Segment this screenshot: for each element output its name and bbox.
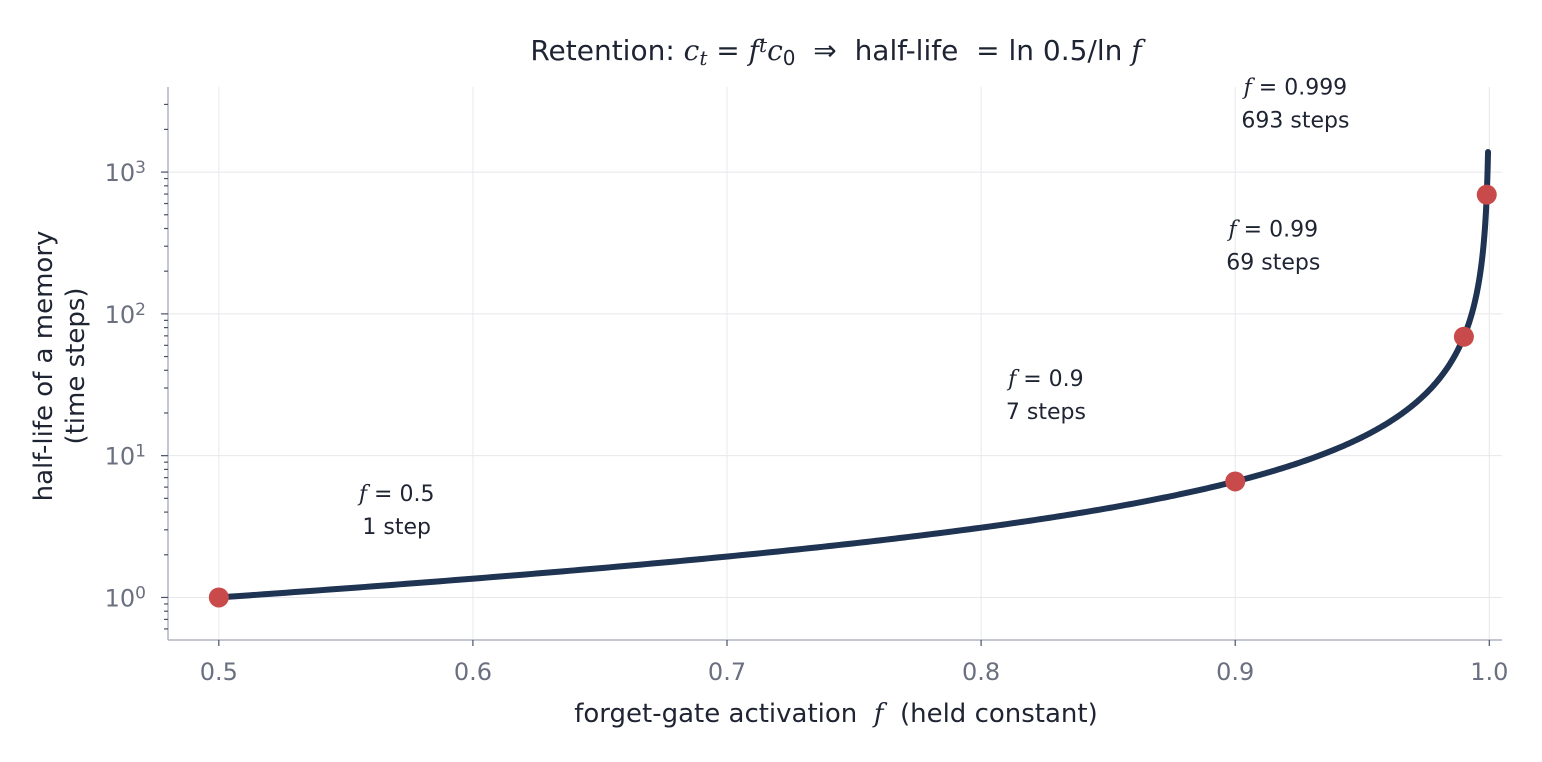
x-tick-label: 0.8: [962, 658, 1000, 686]
x-axis-label: forget-gate activation f (held constant): [574, 699, 1098, 729]
grid: [168, 87, 1502, 640]
x-tick-label: 0.7: [708, 658, 746, 686]
annotation-label: f = 0.5: [357, 482, 435, 507]
annotation-label: f = 0.99: [1227, 217, 1319, 242]
x-tick-label: 0.5: [200, 658, 238, 686]
x-tick-label: 0.9: [1216, 658, 1254, 686]
annotation: f = 0.99 69 steps: [1226, 217, 1320, 275]
annotation: f = 0.999 693 steps: [1241, 76, 1349, 134]
y-tick-label: 100: [105, 584, 146, 613]
data-point: [1225, 471, 1245, 491]
x-tick-label: 0.6: [454, 658, 492, 686]
annotation-steps: 69 steps: [1226, 250, 1320, 275]
y-tick-label: 103: [105, 158, 146, 187]
annotation: f = 0.9 7 steps: [1006, 367, 1086, 425]
y-tick-label: 102: [105, 300, 146, 329]
annotation-label: f = 0.999: [1242, 76, 1348, 101]
data-point: [1454, 327, 1474, 347]
annotations: f = 0.5 1 step f = 0.9 7 steps f = 0.99 69 st…: [357, 76, 1350, 540]
annotation-steps: 693 steps: [1241, 109, 1349, 134]
annotation-steps: 1 step: [362, 515, 431, 540]
y-axis-label: half-life of a memory: [29, 231, 59, 502]
data-point: [209, 587, 229, 607]
annotation-steps: 7 steps: [1006, 400, 1086, 425]
y-axis-label-units: (time steps): [61, 287, 91, 444]
x-axis-ticks: 0.5 0.6 0.7 0.8 0.9 1.0: [200, 640, 1509, 686]
data-point: [1477, 185, 1497, 205]
annotation-label: f = 0.9: [1006, 367, 1084, 392]
y-axis-ticks: 100 101 102 103: [105, 104, 168, 628]
x-tick-label: 1.0: [1470, 658, 1508, 686]
chart-title: Retention: ct = ftc0 ⇒ half-life = ln 0.…: [530, 33, 1146, 70]
annotation: f = 0.5 1 step: [357, 482, 435, 540]
y-tick-label: 101: [105, 442, 146, 471]
